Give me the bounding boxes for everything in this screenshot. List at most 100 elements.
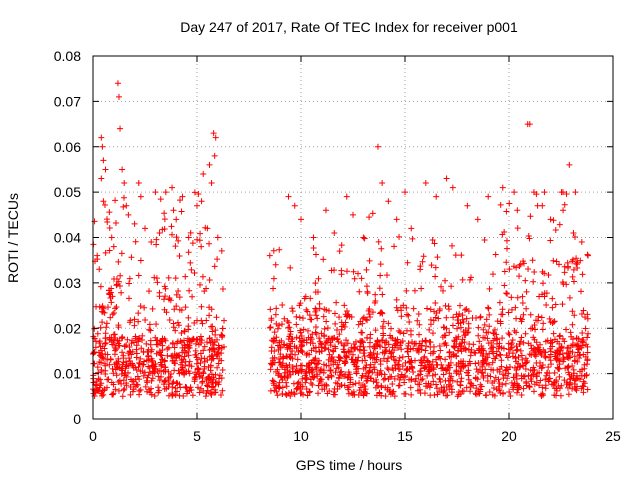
data-point — [436, 388, 443, 395]
data-point — [513, 347, 520, 354]
y-tick-label: 0.06 — [54, 139, 81, 155]
data-point — [468, 380, 475, 387]
data-point — [396, 354, 403, 361]
data-point — [504, 290, 511, 297]
data-point — [272, 311, 279, 318]
data-point — [269, 355, 276, 362]
data-point — [424, 357, 431, 364]
data-point — [217, 391, 224, 398]
data-point — [106, 209, 113, 216]
data-point — [542, 338, 549, 345]
data-point — [318, 348, 325, 355]
data-point — [152, 334, 159, 341]
data-point — [477, 381, 484, 388]
data-point — [325, 362, 332, 369]
data-point — [274, 366, 281, 373]
data-point — [322, 345, 329, 352]
data-point — [99, 319, 106, 326]
data-point — [273, 320, 280, 327]
data-point — [452, 252, 459, 259]
data-point — [186, 370, 193, 377]
data-point — [186, 344, 193, 351]
data-point — [536, 369, 543, 376]
data-point-peak — [310, 234, 317, 241]
data-point — [540, 280, 547, 287]
data-point — [270, 335, 277, 342]
data-point — [149, 305, 156, 312]
data-point — [563, 281, 570, 288]
data-point — [107, 289, 114, 296]
data-point — [95, 349, 102, 356]
data-point — [270, 247, 277, 254]
data-point — [205, 380, 212, 387]
data-point — [307, 339, 314, 346]
data-point — [309, 357, 316, 364]
data-point — [346, 371, 353, 378]
data-point — [122, 369, 129, 376]
data-point — [506, 331, 513, 338]
data-point — [193, 360, 200, 367]
data-point — [102, 370, 109, 377]
data-point — [106, 361, 113, 368]
data-point — [462, 362, 469, 369]
data-point — [113, 282, 120, 289]
data-point — [390, 353, 397, 360]
data-point — [112, 197, 119, 204]
data-point — [542, 385, 549, 392]
data-point — [505, 330, 512, 337]
data-point — [328, 373, 335, 380]
data-point — [305, 366, 312, 373]
data-point — [550, 381, 557, 388]
data-point — [299, 337, 306, 344]
data-point — [209, 345, 216, 352]
data-point — [364, 317, 371, 324]
data-point — [165, 375, 172, 382]
data-point — [414, 317, 421, 324]
data-point — [174, 319, 181, 326]
data-point — [501, 282, 508, 289]
data-point — [584, 349, 591, 356]
data-point — [441, 384, 448, 391]
data-point — [578, 372, 585, 379]
data-point — [526, 384, 533, 391]
data-point — [556, 351, 563, 358]
data-point — [98, 390, 105, 397]
data-point — [161, 210, 168, 217]
data-point — [115, 379, 122, 386]
data-point — [429, 358, 436, 365]
data-point — [532, 346, 539, 353]
data-point — [518, 392, 525, 399]
data-point — [193, 317, 200, 324]
data-point — [311, 373, 318, 380]
data-point — [328, 267, 335, 274]
data-point — [410, 305, 417, 312]
y-tick-label: 0.03 — [54, 275, 81, 291]
data-point — [496, 351, 503, 358]
data-point — [360, 343, 367, 350]
data-point — [189, 392, 196, 399]
data-point — [191, 376, 198, 383]
data-point — [454, 325, 461, 332]
data-point — [361, 389, 368, 396]
data-point — [531, 381, 538, 388]
data-point — [390, 367, 397, 374]
data-point — [267, 306, 274, 313]
gridlines — [93, 56, 613, 419]
data-point-peak — [464, 202, 471, 209]
data-point — [467, 380, 474, 387]
data-point — [218, 344, 225, 351]
data-point — [431, 240, 438, 247]
data-point — [547, 237, 554, 244]
data-point — [110, 390, 117, 397]
data-point — [556, 261, 563, 268]
data-point — [312, 329, 319, 336]
data-point — [479, 370, 486, 377]
data-point — [440, 287, 447, 294]
data-point — [573, 260, 580, 267]
data-point — [355, 354, 362, 361]
data-point — [140, 372, 147, 379]
data-point — [186, 287, 193, 294]
data-point — [118, 289, 125, 296]
data-point — [331, 389, 338, 396]
